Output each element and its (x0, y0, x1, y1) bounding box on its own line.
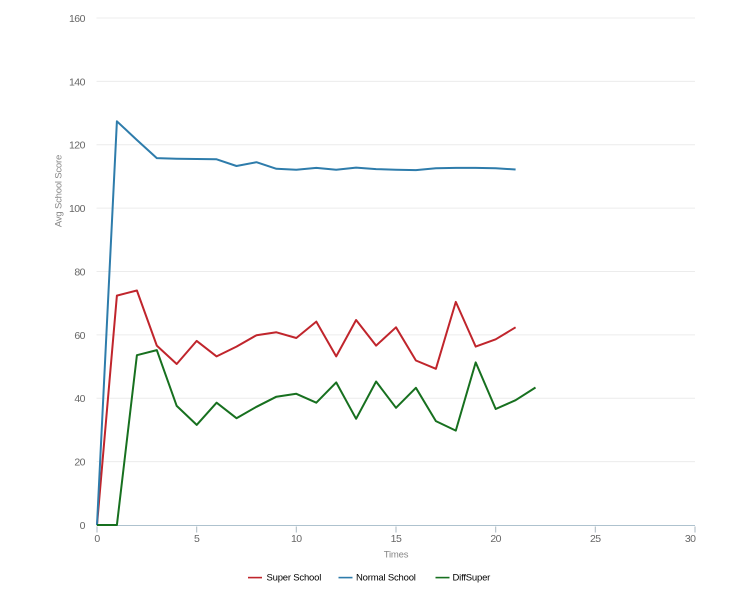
svg-text:Normal School: Normal School (356, 573, 416, 584)
svg-text:10: 10 (291, 533, 302, 545)
svg-text:5: 5 (194, 533, 200, 545)
svg-text:40: 40 (74, 393, 85, 405)
svg-text:140: 140 (69, 76, 86, 88)
svg-text:Times: Times (384, 550, 409, 561)
svg-text:160: 160 (69, 13, 86, 25)
svg-text:100: 100 (69, 203, 86, 215)
svg-text:30: 30 (685, 533, 696, 545)
svg-text:0: 0 (80, 520, 86, 532)
svg-text:0: 0 (94, 533, 100, 545)
svg-text:20: 20 (490, 533, 501, 545)
svg-text:80: 80 (74, 266, 85, 278)
svg-text:DiffSuper: DiffSuper (453, 573, 491, 584)
svg-text:120: 120 (69, 140, 86, 152)
svg-text:Avg School Score: Avg School Score (54, 155, 65, 227)
svg-text:20: 20 (74, 457, 85, 469)
svg-text:15: 15 (391, 533, 402, 545)
svg-text:60: 60 (74, 330, 85, 342)
svg-text:Super School: Super School (267, 573, 322, 584)
svg-text:25: 25 (590, 533, 601, 545)
